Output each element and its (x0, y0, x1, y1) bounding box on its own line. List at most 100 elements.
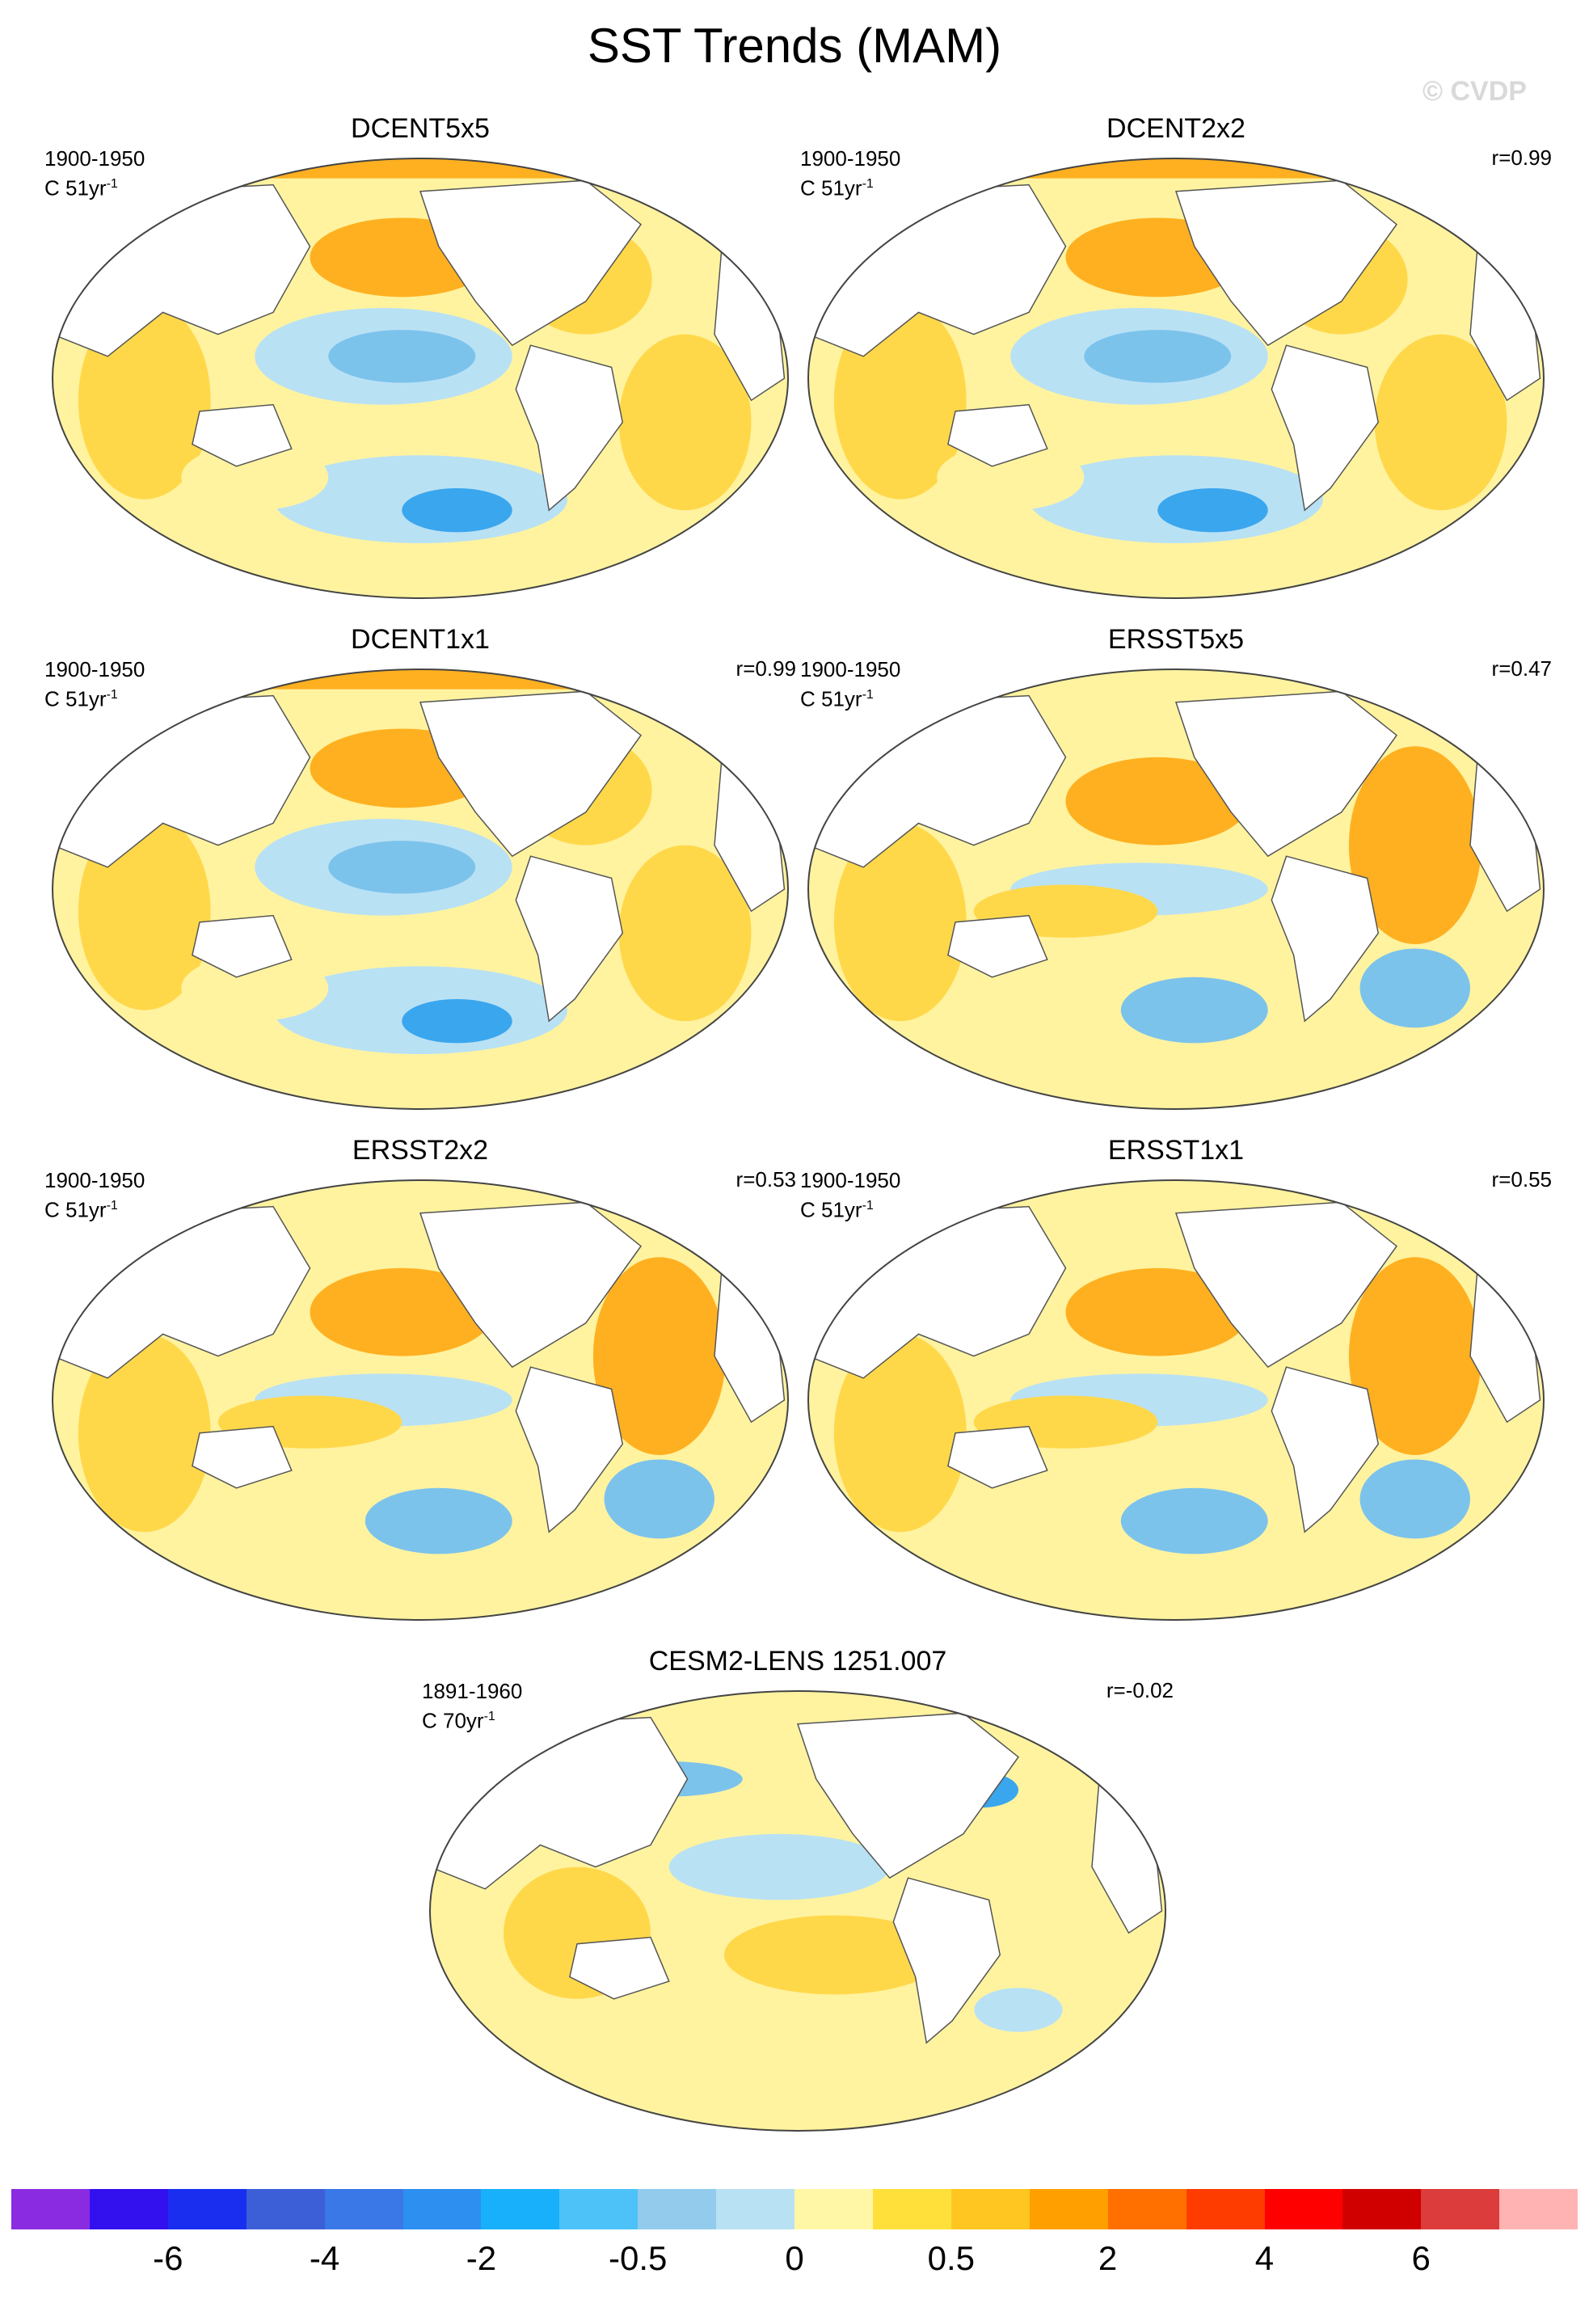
landmass (892, 1877, 1001, 2044)
sst-anomaly-region (1348, 746, 1482, 944)
landmass (419, 690, 643, 858)
figure-title: SST Trends (MAM) (587, 19, 1002, 73)
sst-anomaly-region (181, 444, 329, 511)
landmass (947, 914, 1048, 978)
sst-anomaly-region (1348, 1257, 1482, 1455)
panel-correlation: r=0.47 (1491, 656, 1552, 681)
sst-anomaly-region (328, 841, 476, 894)
panel-period: 1900-1950 (44, 1168, 145, 1192)
sst-anomaly-region (833, 1334, 967, 1533)
panel-period: 1900-1950 (800, 146, 901, 171)
colorbar-swatch (11, 2189, 90, 2229)
map-panel-ersst2x2: ERSST2x2 1900-1950 C 51yr-1 r=0.53 (44, 1135, 796, 1636)
colorbar-swatch (950, 2189, 1030, 2229)
landmass (1271, 855, 1380, 1023)
landmass (515, 344, 624, 512)
panel-title: DCENT1x1 (351, 624, 490, 655)
sst-anomaly-region (1084, 330, 1232, 383)
colorbar-swatch (324, 2189, 403, 2229)
map-border (429, 1690, 1166, 2132)
map-panel-dcent2x2: DCENT2x2 1900-1950 C 51yr-1 r=0.99 (800, 113, 1552, 614)
panel-period: 1900-1950 (800, 657, 901, 681)
panel-title: DCENT5x5 (351, 113, 490, 144)
panel-correlation: r=0.99 (1491, 146, 1552, 170)
colorbar-swatch (481, 2189, 560, 2229)
colorbar-swatch (1421, 2189, 1500, 2229)
polar-band (53, 1180, 788, 1200)
sst-anomaly-region (618, 334, 752, 511)
landmass (419, 1201, 643, 1369)
sst-anomaly-region (618, 845, 752, 1022)
landmass (192, 1425, 293, 1489)
panel-period: 1900-1950 (800, 1168, 901, 1192)
panel-correlation: r=0.53 (735, 1167, 796, 1192)
panel-correlation: r=-0.02 (1106, 1678, 1174, 1702)
colorbar-swatch (1499, 2189, 1578, 2229)
colorbar-swatch (1107, 2189, 1186, 2229)
colorbar-swatch (1264, 2189, 1343, 2229)
sst-anomaly-region (724, 1915, 945, 1995)
map-border (807, 669, 1545, 1110)
panel-correlation: r=0.55 (1491, 1167, 1552, 1192)
landmass (1174, 690, 1398, 858)
landmass (1174, 1201, 1398, 1369)
world-map (52, 1179, 789, 1621)
landmass (947, 403, 1048, 467)
panel-title: ERSST5x5 (1107, 624, 1245, 655)
map-border (807, 158, 1545, 599)
colorbar-swatch (1342, 2189, 1422, 2229)
panel-title: DCENT2x2 (1106, 113, 1245, 144)
polar-band (808, 158, 1544, 179)
world-map (52, 669, 789, 1110)
colorbar-swatch (1029, 2189, 1108, 2229)
landmass (192, 403, 293, 467)
map-border (52, 1179, 789, 1621)
sst-anomaly-region (1157, 488, 1268, 533)
sst-anomaly-region (668, 1833, 890, 1900)
watermark: © CVDP (1423, 76, 1527, 107)
polar-band (430, 1691, 1165, 1711)
sst-anomaly-region (1065, 757, 1250, 846)
colorbar-swatch (167, 2189, 247, 2229)
landmass (1271, 1366, 1380, 1533)
map-panel-ersst5x5: ERSST5x5 1900-1950 C 51yr-1 r=0.47 (800, 624, 1552, 1125)
panel-period: 1891-1960 (422, 1679, 523, 1703)
polar-band (808, 669, 1544, 690)
panel-period: 1900-1950 (44, 146, 145, 171)
panel-units: C 51yr-1 (800, 1197, 874, 1222)
sst-anomaly-region (1374, 334, 1507, 511)
colorbar-swatch (246, 2189, 325, 2229)
sst-anomaly-region (78, 1334, 211, 1533)
colorbar-swatch (559, 2189, 639, 2229)
map-panel-cesm2-lens: CESM2-LENS 1251.007 1891-1960 C 70yr-1 r=-0… (422, 1646, 1174, 2147)
colorbar (11, 2189, 1578, 2229)
colorbar-label: 0 (785, 2239, 804, 2277)
polar-band (53, 669, 788, 690)
world-map (807, 1179, 1545, 1621)
landmass (192, 914, 293, 978)
world-map (52, 158, 789, 599)
panel-title: ERSST2x2 (352, 1135, 489, 1166)
colorbar-label: 6 (1411, 2239, 1431, 2277)
sst-anomaly-region (974, 1988, 1063, 2032)
landmass (515, 1366, 624, 1533)
colorbar-swatch (89, 2189, 168, 2229)
panel-period: 1900-1950 (44, 657, 145, 681)
polar-band (53, 158, 788, 179)
panel-units: C 51yr-1 (44, 686, 118, 711)
polar-band (808, 1180, 1544, 1200)
panel-units: C 51yr-1 (800, 175, 874, 200)
colorbar-swatch (1186, 2189, 1265, 2229)
panel-correlation: r=0.99 (735, 656, 796, 681)
colorbar-swatch (872, 2189, 951, 2229)
colorbar-swatch (638, 2189, 717, 2229)
colorbar-swatch (716, 2189, 795, 2229)
colorbar-label: -6 (153, 2239, 183, 2277)
map-panel-dcent1x1: DCENT1x1 1900-1950 C 51yr-1 r=0.99 (44, 624, 796, 1125)
landmass (569, 1936, 670, 2000)
landmass (796, 1712, 1020, 1879)
sst-anomaly-region (1359, 1459, 1470, 1539)
panel-units: C 70yr-1 (422, 1708, 495, 1733)
colorbar-label: -0.5 (609, 2239, 668, 2277)
colorbar-labels: -6 -4 -2 -0.5 0 0.5 2 4 6 (11, 2239, 1578, 2296)
